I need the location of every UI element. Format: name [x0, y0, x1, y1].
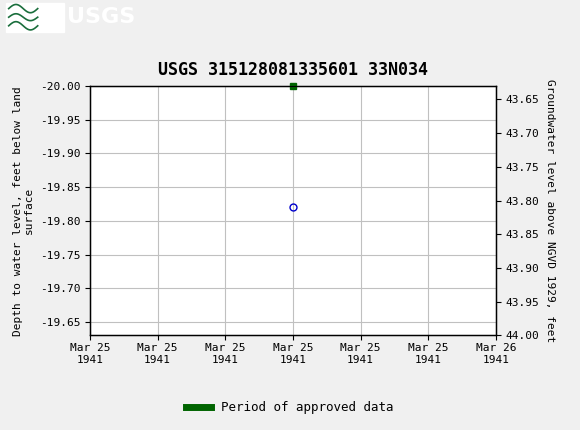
Legend: Period of approved data: Period of approved data [181, 396, 399, 419]
Title: USGS 315128081335601 33N034: USGS 315128081335601 33N034 [158, 61, 428, 79]
Y-axis label: Depth to water level, feet below land
surface: Depth to water level, feet below land su… [13, 86, 34, 335]
Text: USGS: USGS [67, 7, 135, 27]
Y-axis label: Groundwater level above NGVD 1929, feet: Groundwater level above NGVD 1929, feet [545, 79, 555, 342]
FancyBboxPatch shape [6, 3, 64, 32]
